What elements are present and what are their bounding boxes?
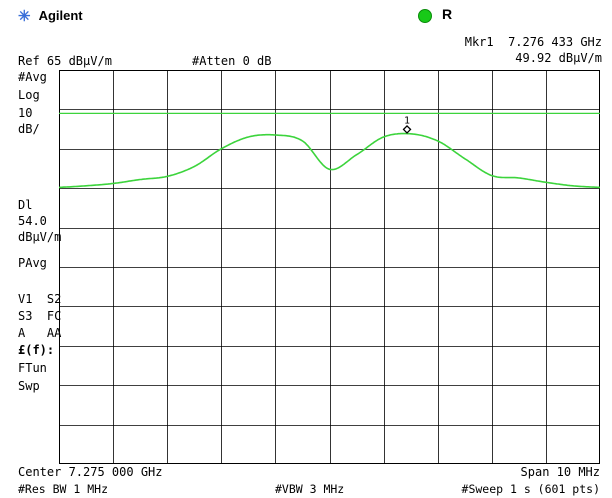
trace-modes-row-1: V1 S2	[18, 292, 62, 306]
avg-label: #Avg	[18, 70, 47, 84]
sweep-time: #Sweep 1 s (601 pts)	[461, 482, 600, 496]
marker-amplitude-readout: 49.92 dBμV/m	[515, 51, 602, 65]
scale-type: Log	[18, 88, 40, 102]
agilent-spark-icon: ✳	[18, 7, 31, 25]
display-line-unit: dBμV/m	[18, 230, 62, 244]
brand-name: Agilent	[38, 8, 83, 23]
swp-label: Swp	[18, 379, 40, 393]
scale-value: 10	[18, 106, 33, 120]
reference-level: Ref 65 dBμV/m	[18, 54, 112, 68]
graticule-grid	[59, 70, 600, 464]
marker-diamond-icon[interactable]	[402, 124, 412, 134]
marker-label: 1	[404, 115, 410, 126]
agilent-logo: ✳ Agilent	[18, 8, 83, 24]
graticule-border	[59, 70, 600, 464]
scale-unit: dB/	[18, 122, 40, 136]
remote-indicator-label: R	[442, 6, 453, 22]
trace-modes-row-2: S3 FC	[18, 309, 62, 323]
attenuation: #Atten 0 dB	[192, 54, 272, 68]
ftun-label: FTun	[18, 361, 47, 375]
video-bandwidth: #VBW 3 MHz	[275, 482, 345, 496]
center-frequency: Center 7.275 000 GHz	[18, 465, 163, 479]
ff-label: £(f):	[18, 343, 55, 357]
status-indicator-icon	[418, 9, 432, 23]
span: Span 10 MHz	[520, 465, 600, 479]
trace-modes-row-3: A AA	[18, 326, 62, 340]
spectrum-trace	[59, 132, 600, 189]
display-line-label: Dl	[18, 198, 33, 212]
spectrum-display[interactable]: 1	[59, 70, 600, 464]
pavg-label: PAvg	[18, 256, 47, 270]
marker-frequency-readout: Mkr1 7.276 433 GHz	[464, 35, 602, 49]
resolution-bandwidth: #Res BW 1 MHz	[18, 482, 109, 496]
display-line-value: 54.0	[18, 214, 47, 228]
